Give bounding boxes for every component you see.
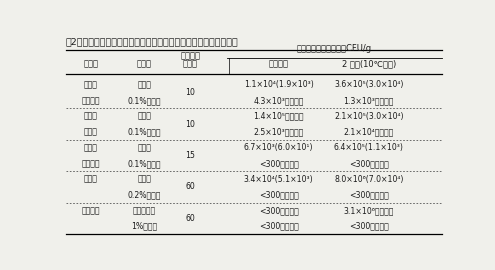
- Text: （分）: （分）: [183, 59, 198, 68]
- Text: 6.7×10³(6.0×10¹): 6.7×10³(6.0×10¹): [244, 143, 313, 152]
- Text: 6.4×10⁵(1.1×10³): 6.4×10⁵(1.1×10³): [334, 143, 404, 152]
- Text: 60: 60: [186, 214, 195, 223]
- Text: レタス: レタス: [84, 127, 98, 137]
- Text: 生鶏腿肉: 生鶏腿肉: [81, 206, 100, 215]
- Text: 0.1%懸濁水: 0.1%懸濁水: [128, 127, 161, 137]
- Text: 10: 10: [186, 120, 196, 129]
- Text: 生菌数（大腸菌群）、CFU/g: 生菌数（大腸菌群）、CFU/g: [297, 44, 372, 53]
- Text: 3.4×10⁴(5.1×10³): 3.4×10⁴(5.1×10³): [244, 175, 313, 184]
- Text: 輪切り: 輪切り: [84, 143, 98, 152]
- Text: 2.1×10⁵(3.0×10⁴): 2.1×10⁵(3.0×10⁴): [334, 112, 403, 121]
- Text: 水道水: 水道水: [138, 112, 151, 121]
- Text: 表2　焼成カルシウム懸濁液浸漬処理による菌数の低減と増殖抑制: 表2 焼成カルシウム懸濁液浸漬処理による菌数の低減と増殖抑制: [66, 38, 239, 47]
- Text: 8.0×10⁶(7.0×10⁴): 8.0×10⁶(7.0×10⁴): [334, 175, 403, 184]
- Text: キャベツ: キャベツ: [81, 96, 100, 105]
- Text: 処理時間: 処理時間: [180, 52, 200, 60]
- Text: <300　（－）: <300 （－）: [259, 159, 298, 168]
- Text: 0.1%懸濁水: 0.1%懸濁水: [128, 159, 161, 168]
- Text: 試　料: 試 料: [83, 59, 98, 68]
- Text: カット: カット: [84, 80, 98, 89]
- Text: 2 日後(10℃保存): 2 日後(10℃保存): [342, 59, 396, 68]
- Text: 4.3×10³　（－）: 4.3×10³ （－）: [253, 96, 304, 105]
- Text: 処理区: 処理区: [137, 59, 152, 68]
- Text: 2.1×10⁴　（－）: 2.1×10⁴ （－）: [344, 127, 394, 137]
- Text: <300　（－）: <300 （－）: [349, 190, 389, 199]
- Text: 1%懸濁水: 1%懸濁水: [131, 222, 157, 231]
- Text: 水道水: 水道水: [138, 175, 151, 184]
- Text: <300　（－）: <300 （－）: [349, 222, 389, 231]
- Text: 1.1×10⁴(1.9×10³): 1.1×10⁴(1.9×10³): [244, 80, 313, 89]
- Text: <300　（－）: <300 （－）: [259, 206, 298, 215]
- Text: 水道水: 水道水: [138, 80, 151, 89]
- Text: 処理直後: 処理直後: [269, 59, 289, 68]
- Text: 生イカ: 生イカ: [84, 175, 98, 184]
- Text: 1.4×10⁵　（－）: 1.4×10⁵ （－）: [253, 112, 304, 121]
- Text: 0.1%懸濁水: 0.1%懸濁水: [128, 96, 161, 105]
- Text: <300　（－）: <300 （－）: [349, 159, 389, 168]
- Text: <300　（－）: <300 （－）: [259, 222, 298, 231]
- Text: 3.6×10⁵(3.0×10⁴): 3.6×10⁵(3.0×10⁴): [334, 80, 403, 89]
- Text: 0.2%懸濁水: 0.2%懸濁水: [128, 190, 161, 199]
- Text: 生理食塩水: 生理食塩水: [133, 206, 156, 215]
- Text: <300　（－）: <300 （－）: [259, 190, 298, 199]
- Text: 3.1×10⁶　（－）: 3.1×10⁶ （－）: [344, 206, 394, 215]
- Text: 15: 15: [186, 151, 196, 160]
- Text: 60: 60: [186, 183, 195, 191]
- Text: 10: 10: [186, 88, 196, 97]
- Text: 水道水: 水道水: [138, 143, 151, 152]
- Text: カット: カット: [84, 112, 98, 121]
- Text: 2.5×10³　（－）: 2.5×10³ （－）: [253, 127, 304, 137]
- Text: 1.3×10³　（－）: 1.3×10³ （－）: [344, 96, 394, 105]
- Text: キュウリ: キュウリ: [81, 159, 100, 168]
